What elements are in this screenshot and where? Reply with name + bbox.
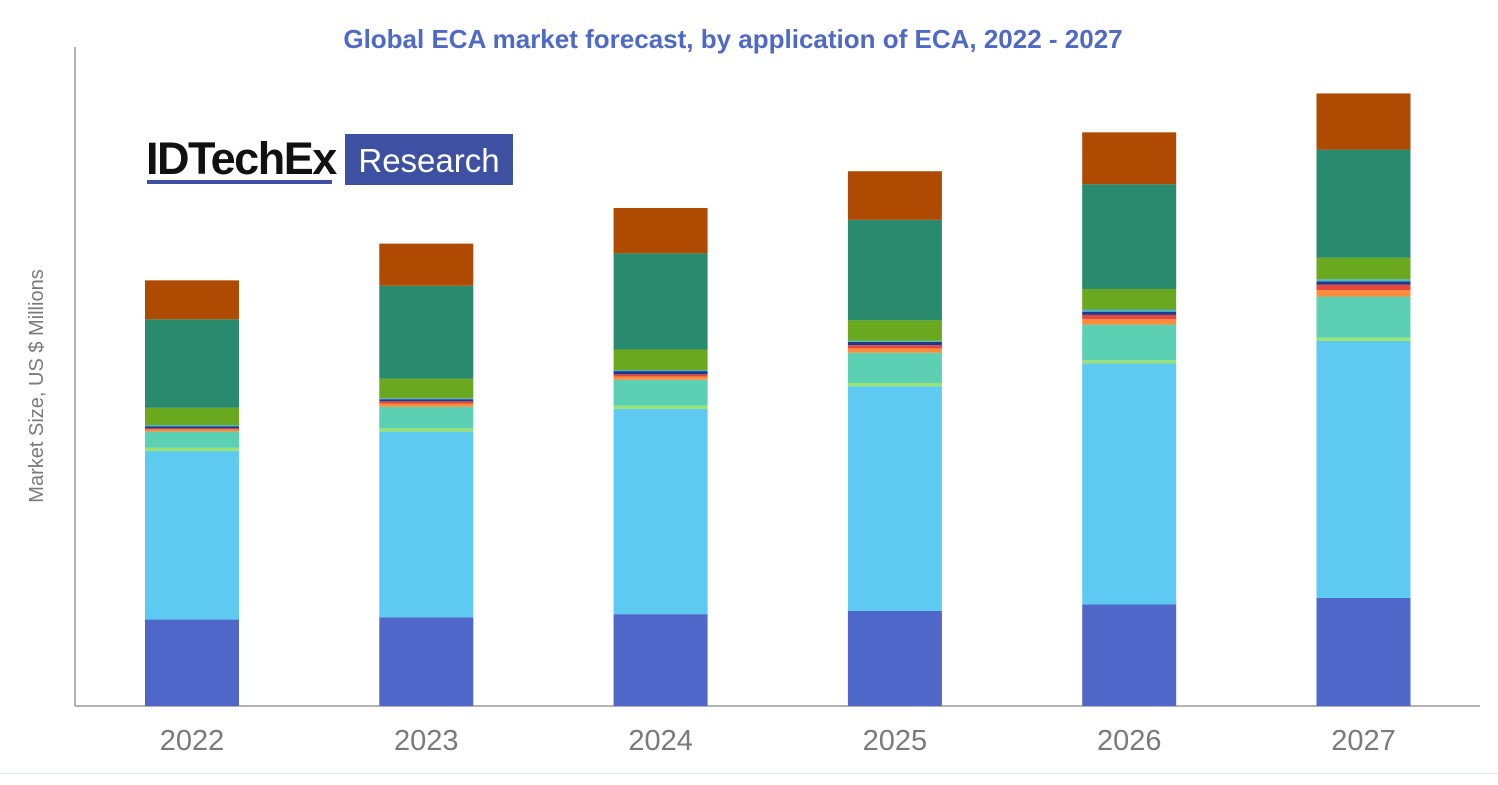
bar-segment-2022-8 <box>145 425 239 427</box>
bar-segment-2022-6 <box>145 428 239 430</box>
x-tick-label-2025: 2025 <box>863 725 928 757</box>
bar-stack-2026 <box>1082 132 1177 706</box>
x-tick-label-2027: 2027 <box>1331 725 1396 757</box>
bar-segment-2023-4 <box>379 406 474 429</box>
bar-stack-2022 <box>145 280 239 706</box>
bar-segment-2024-4 <box>613 379 708 406</box>
bar-segment-2024-7 <box>613 371 708 375</box>
bar-segment-2022-10 <box>145 319 239 408</box>
bar-segment-2025-8 <box>847 340 942 342</box>
bar-stack-2027 <box>1316 93 1411 706</box>
bar-segment-2026-5 <box>1082 319 1177 325</box>
bar-segment-2025-4 <box>847 352 942 383</box>
bar-segment-2022-11 <box>145 280 239 320</box>
bar-segment-2023-7 <box>379 399 474 402</box>
logo-research-text: Research <box>358 142 499 179</box>
bar-segment-2023-3 <box>379 428 474 432</box>
bar-segment-2025-10 <box>847 219 942 321</box>
bar-segment-2026-11 <box>1082 132 1177 185</box>
bar-segment-2027-8 <box>1316 279 1411 282</box>
bar-segment-2024-9 <box>613 349 708 371</box>
bar-segment-2024-8 <box>613 370 708 372</box>
bar-segment-2026-7 <box>1082 311 1177 315</box>
x-tick-label-2023: 2023 <box>394 725 459 757</box>
bar-stack-2025 <box>847 171 942 706</box>
bar-segment-2027-1 <box>1316 597 1411 706</box>
bar-segment-2022-7 <box>145 426 239 429</box>
bar-segment-2023-11 <box>379 243 474 286</box>
bar-segment-2023-9 <box>379 378 474 399</box>
bar-segment-2024-5 <box>613 376 708 380</box>
bar-segment-2024-10 <box>613 253 708 350</box>
bar-segment-2025-3 <box>847 382 942 387</box>
bar-segment-2022-5 <box>145 429 239 432</box>
bar-segment-2023-10 <box>379 285 474 379</box>
bar-segment-2026-1 <box>1082 604 1177 706</box>
bar-segment-2027-6 <box>1316 284 1411 291</box>
bar-segment-2022-2 <box>145 451 239 620</box>
bar-segment-2025-6 <box>847 345 942 349</box>
logo-underline <box>147 180 332 184</box>
x-tick-label-2022: 2022 <box>160 725 225 757</box>
bar-segment-2025-11 <box>847 171 942 220</box>
idtechex-logo: IDTechEx Research <box>146 133 513 185</box>
bar-segment-2027-9 <box>1316 257 1411 280</box>
bar-segment-2027-5 <box>1316 290 1411 297</box>
x-tick-label-2026: 2026 <box>1097 725 1162 757</box>
logo-brand-text: IDTechEx <box>146 133 337 184</box>
bar-segment-2024-1 <box>613 614 708 706</box>
bar-segment-2027-10 <box>1316 149 1411 258</box>
bar-segment-2027-11 <box>1316 93 1411 150</box>
bar-segment-2022-1 <box>145 619 239 706</box>
bar-segment-2025-2 <box>847 386 942 611</box>
bar-segment-2026-4 <box>1082 324 1177 361</box>
bar-segment-2023-8 <box>379 398 474 400</box>
bar-stack-2023 <box>379 243 474 706</box>
bar-segment-2024-6 <box>613 374 708 377</box>
bar-segment-2026-9 <box>1082 288 1177 310</box>
bar-segment-2024-2 <box>613 408 708 615</box>
bar-segment-2022-4 <box>145 431 239 448</box>
x-tick-labels: 2022 2023 2024 2025 2026 2027 <box>160 725 1396 757</box>
bar-segment-2025-9 <box>847 320 942 341</box>
x-tick-label-2024: 2024 <box>628 725 693 757</box>
bar-segment-2027-7 <box>1316 281 1411 285</box>
bar-segment-2025-1 <box>847 610 942 706</box>
bar-segment-2026-6 <box>1082 314 1177 320</box>
bar-segment-2027-4 <box>1316 296 1411 338</box>
logo-research-box <box>345 134 513 185</box>
bar-segment-2026-8 <box>1082 309 1177 312</box>
bar-stack-2024 <box>613 207 708 706</box>
bars-group <box>145 93 1411 706</box>
bar-segment-2023-2 <box>379 431 474 618</box>
bar-segment-2026-3 <box>1082 360 1177 364</box>
bar-segment-2023-1 <box>379 617 474 706</box>
bar-segment-2024-11 <box>613 207 708 254</box>
bar-segment-2022-3 <box>145 447 239 452</box>
bottom-divider <box>0 773 1498 774</box>
bar-segment-2026-10 <box>1082 184 1177 289</box>
bar-segment-2022-9 <box>145 407 239 426</box>
bar-segment-2025-7 <box>847 341 942 346</box>
bar-segment-2023-5 <box>379 403 474 407</box>
bar-segment-2027-2 <box>1316 340 1411 598</box>
bar-segment-2023-6 <box>379 401 474 404</box>
chart-title: Global ECA market forecast, by applicati… <box>343 24 1122 54</box>
bar-segment-2024-3 <box>613 405 708 409</box>
bar-segment-2027-3 <box>1316 337 1411 341</box>
bar-segment-2025-5 <box>847 348 942 353</box>
y-axis-label: Market Size, US $ Millions <box>26 269 48 502</box>
bar-segment-2026-2 <box>1082 363 1177 605</box>
